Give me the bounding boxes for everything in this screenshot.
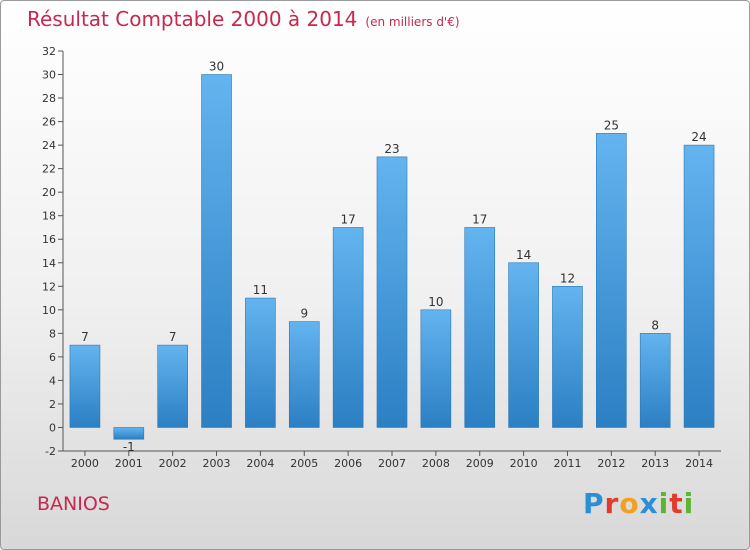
data-label-2001: -1 xyxy=(123,440,135,454)
x-tick-label: 2005 xyxy=(290,457,318,470)
y-tick-label: 14 xyxy=(42,257,56,270)
data-label-2008: 10 xyxy=(428,295,443,309)
chart-title: Résultat Comptable 2000 à 2014 (en millie… xyxy=(27,7,460,31)
data-label-2003: 30 xyxy=(209,60,224,74)
x-tick-label: 2007 xyxy=(378,457,406,470)
x-tick-label: 2002 xyxy=(159,457,187,470)
y-tick-label: 10 xyxy=(42,304,56,317)
y-tick-label: 20 xyxy=(42,186,56,199)
commune-name: BANIOS xyxy=(37,493,110,515)
y-tick-label: 12 xyxy=(42,280,56,293)
y-tick-label: 0 xyxy=(49,421,56,434)
y-tick-label: -2 xyxy=(45,445,56,458)
x-tick-label: 2006 xyxy=(334,457,362,470)
proxiti-logo: Proxiti xyxy=(583,487,694,520)
logo-letter: P xyxy=(583,487,605,520)
bar-2000 xyxy=(69,344,101,428)
data-label-2004: 11 xyxy=(253,283,268,297)
y-tick-label: 18 xyxy=(42,210,56,223)
x-tick-label: 2009 xyxy=(466,457,494,470)
bar-2011 xyxy=(552,285,583,428)
y-tick-label: 6 xyxy=(49,351,56,364)
y-tick-label: 2 xyxy=(49,398,56,411)
x-tick-label: 2012 xyxy=(597,457,625,470)
y-tick-label: 24 xyxy=(42,139,56,152)
data-label-2005: 9 xyxy=(300,307,308,321)
bar-2008 xyxy=(420,309,452,428)
x-tick-label: 2000 xyxy=(71,457,99,470)
bar-2004 xyxy=(245,297,276,428)
data-label-2010: 14 xyxy=(516,248,531,262)
logo-letter: i xyxy=(658,487,670,520)
data-label-2013: 8 xyxy=(651,318,659,332)
x-tick-label: 2011 xyxy=(553,457,581,470)
bar-2014 xyxy=(683,144,715,428)
x-tick-label: 2003 xyxy=(203,457,231,470)
x-tick-label: 2004 xyxy=(246,457,274,470)
y-tick-label: 32 xyxy=(42,45,56,58)
logo-letter: o xyxy=(619,487,640,520)
y-tick-label: 26 xyxy=(42,116,56,129)
y-tick-label: 28 xyxy=(42,92,56,105)
logo-letter: r xyxy=(604,487,620,520)
data-label-2014: 24 xyxy=(691,130,706,144)
chart-subtitle: (en milliers d'€) xyxy=(365,15,460,29)
data-label-2009: 17 xyxy=(472,212,487,226)
y-tick-label: 8 xyxy=(49,327,56,340)
logo-letter: x xyxy=(639,487,659,520)
x-tick-label: 2001 xyxy=(115,457,143,470)
data-label-2012: 25 xyxy=(604,118,619,132)
data-label-2006: 17 xyxy=(340,212,355,226)
y-tick-label: 4 xyxy=(49,374,56,387)
bar-2006 xyxy=(332,227,364,428)
bar-2010 xyxy=(508,262,539,428)
bar-2001 xyxy=(113,427,145,440)
y-tick-label: 30 xyxy=(42,69,56,82)
bar-2013 xyxy=(639,333,671,428)
bar-2009 xyxy=(464,227,496,428)
bar-2002 xyxy=(157,344,188,428)
x-tick-label: 2013 xyxy=(641,457,669,470)
x-tick-label: 2008 xyxy=(422,457,450,470)
data-label-2000: 7 xyxy=(81,330,89,344)
y-tick-label: 16 xyxy=(42,233,56,246)
bar-2005 xyxy=(288,321,320,428)
data-label-2002: 7 xyxy=(169,330,177,344)
bar-2012 xyxy=(596,133,627,428)
y-tick-label: 22 xyxy=(42,163,56,176)
x-tick-label: 2014 xyxy=(685,457,713,470)
chart-title-text: Résultat Comptable 2000 à 2014 xyxy=(27,7,358,31)
data-label-2011: 12 xyxy=(560,271,575,285)
logo-letter: t xyxy=(669,487,684,520)
logo-letter: i xyxy=(683,487,695,520)
data-label-2007: 23 xyxy=(384,142,399,156)
bar-2007 xyxy=(376,156,408,428)
bar-2003 xyxy=(201,74,232,428)
x-tick-label: 2010 xyxy=(510,457,538,470)
